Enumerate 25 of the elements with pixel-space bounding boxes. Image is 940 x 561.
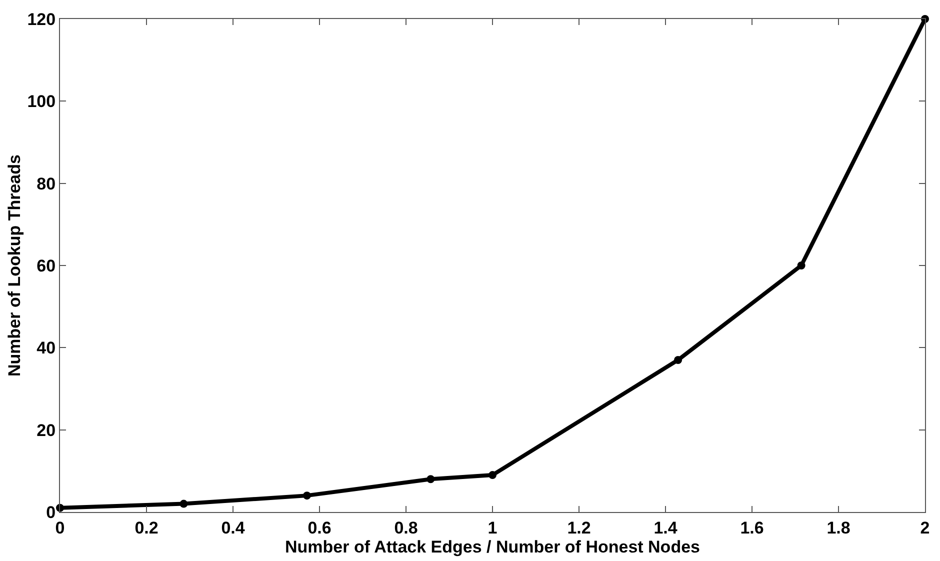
- x-tick-label: 0.4: [221, 518, 246, 538]
- y-tick-label: 80: [36, 174, 56, 194]
- y-tick-label: 0: [46, 502, 56, 522]
- y-tick-label: 60: [36, 256, 56, 276]
- x-tick-label: 1.4: [654, 518, 678, 538]
- x-tick-label: 0.6: [308, 518, 332, 538]
- y-axis-title: Number of Lookup Threads: [4, 154, 24, 376]
- x-tick-label: 0.8: [394, 518, 418, 538]
- y-tick-label: 40: [36, 338, 56, 358]
- point: [180, 500, 188, 508]
- point: [302, 492, 311, 500]
- y-tick-label: 20: [36, 420, 56, 440]
- x-axis-title: Number of Attack Edges / Number of Honest Nodes: [285, 537, 700, 556]
- x-tick-label: 1.2: [567, 518, 591, 538]
- point: [674, 356, 682, 364]
- x-tick-label: 1.6: [740, 518, 764, 538]
- y-tick-label: 100: [27, 92, 56, 112]
- x-tick-label: 0.2: [134, 518, 158, 538]
- point: [797, 262, 806, 270]
- point: [426, 475, 435, 484]
- y-tick-label: 120: [27, 10, 56, 29]
- x-tick-label: 1: [488, 518, 498, 538]
- point: [488, 471, 496, 480]
- x-tick-label: 1.8: [826, 518, 850, 538]
- x-tick-label: 2: [920, 518, 930, 538]
